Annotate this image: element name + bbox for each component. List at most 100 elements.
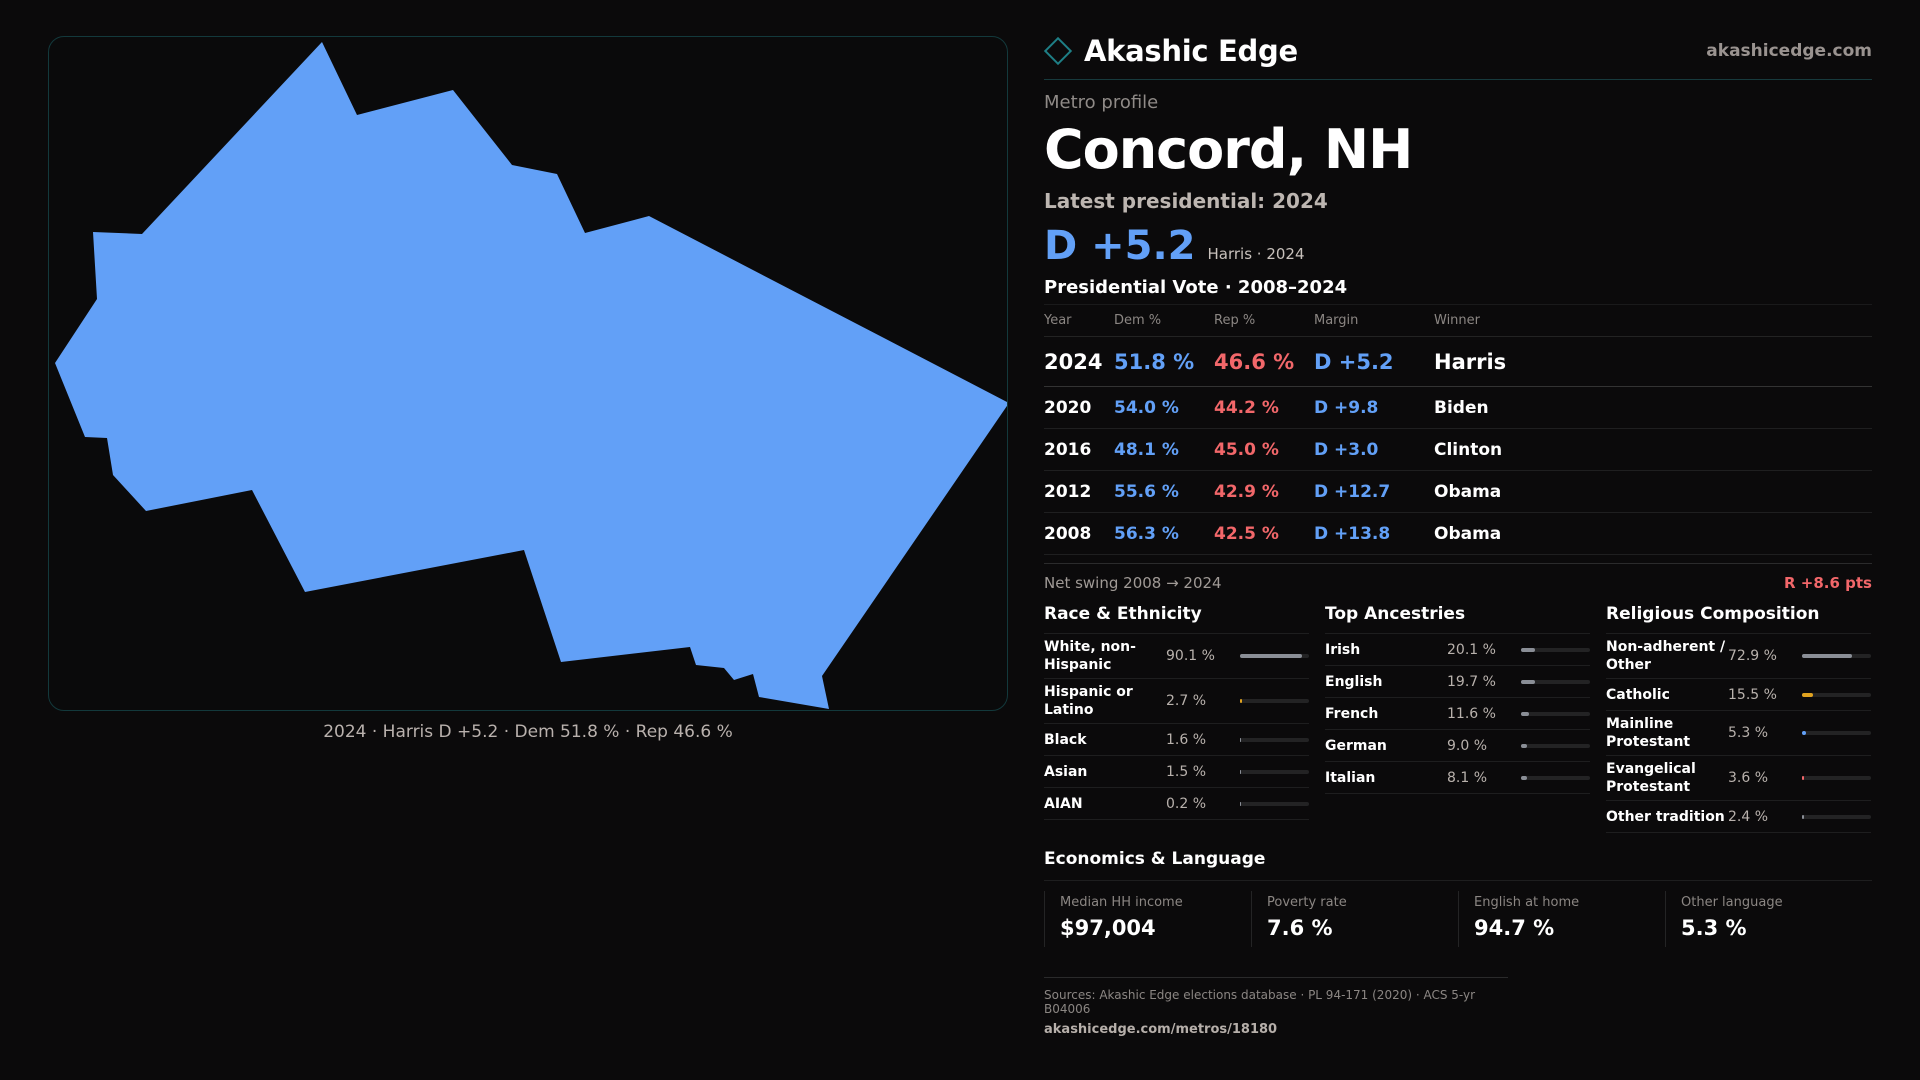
- row-margin: D +5.2: [1314, 336, 1434, 387]
- row-winner: Obama: [1434, 512, 1872, 555]
- header-margin: Margin: [1314, 304, 1434, 337]
- row-dem: 56.3 %: [1114, 512, 1214, 555]
- sources-footer: Sources: Akashic Edge elections database…: [1044, 977, 1508, 1037]
- row-year: 2024: [1044, 336, 1114, 387]
- share-bar: [1802, 692, 1871, 697]
- econ-english-at-home: English at home 94.7 %: [1458, 891, 1665, 947]
- item-value: 72.9 %: [1728, 648, 1777, 664]
- row-year: 2012: [1044, 470, 1114, 513]
- share-bar: [1240, 654, 1309, 658]
- race-ethnicity-title: Race & Ethnicity: [1044, 604, 1309, 634]
- share-bar-fill: [1802, 692, 1813, 697]
- sources-text: Sources: Akashic Edge elections database…: [1044, 988, 1476, 1016]
- list-item: French 11.6 %: [1325, 698, 1590, 730]
- item-label: Other tradition: [1606, 808, 1725, 825]
- econ-label: Poverty rate: [1267, 895, 1347, 910]
- row-margin: D +9.8: [1314, 386, 1434, 429]
- share-bar-fill: [1802, 731, 1806, 735]
- list-item: Evangelical Protestant 3.6 %: [1606, 756, 1871, 801]
- share-bar-fill: [1521, 711, 1529, 716]
- item-label: Black: [1044, 731, 1087, 748]
- row-winner: Biden: [1434, 386, 1872, 429]
- item-value: 2.4 %: [1728, 808, 1769, 825]
- econ-value: 7.6 %: [1267, 916, 1333, 940]
- row-rep: 44.2 %: [1214, 386, 1314, 429]
- row-margin: D +12.7: [1314, 470, 1434, 513]
- list-item: Black 1.6 %: [1044, 724, 1309, 756]
- share-bar: [1240, 737, 1309, 742]
- share-bar-fill: [1802, 776, 1805, 780]
- table-row: 2020 54.0 % 44.2 % D +9.8 Biden: [1044, 386, 1872, 429]
- share-bar-fill: [1240, 737, 1242, 742]
- vote-table-header: Year Dem % Rep % Margin Winner: [1044, 304, 1872, 337]
- list-item: Mainline Protestant 5.3 %: [1606, 711, 1871, 756]
- table-row: 2012 55.6 % 42.9 % D +12.7 Obama: [1044, 470, 1872, 513]
- page-title: Concord, NH: [1044, 118, 1413, 181]
- share-bar: [1802, 814, 1871, 819]
- row-winner: Clinton: [1434, 428, 1872, 471]
- latest-margin-subtitle: Harris · 2024: [1207, 245, 1305, 263]
- item-label: Evangelical Protestant: [1606, 761, 1696, 795]
- map-caption: 2024 · Harris D +5.2 · Dem 51.8 % · Rep …: [323, 722, 733, 742]
- row-year: 2020: [1044, 386, 1114, 429]
- row-rep: 46.6 %: [1214, 336, 1314, 387]
- list-item: Irish 20.1 %: [1325, 634, 1590, 666]
- row-year: 2008: [1044, 512, 1114, 555]
- econ-label: Median HH income: [1060, 895, 1183, 910]
- item-label: Non-adherent / Other: [1606, 639, 1726, 673]
- metro-map-panel: [48, 36, 1008, 711]
- item-label: Catholic: [1606, 686, 1670, 703]
- econ-value: 5.3 %: [1681, 916, 1747, 940]
- race-ethnicity-section: Race & Ethnicity White, non-Hispanic 90.1…: [1044, 604, 1309, 833]
- metro-map: [55, 42, 1007, 709]
- item-value: 11.6 %: [1447, 705, 1496, 722]
- econ-other-language: Other language 5.3 %: [1665, 891, 1872, 947]
- economics-title: Economics & Language: [1044, 849, 1872, 881]
- econ-value: $97,004: [1060, 916, 1156, 940]
- metro-boundary-shape: [55, 42, 1007, 709]
- share-bar: [1240, 769, 1309, 774]
- item-label: White, non-Hispanic: [1044, 639, 1136, 673]
- econ-median-income: Median HH income $97,004: [1044, 891, 1251, 947]
- share-bar: [1240, 699, 1309, 703]
- list-item: German 9.0 %: [1325, 730, 1590, 762]
- row-winner: Obama: [1434, 470, 1872, 513]
- share-bar: [1802, 731, 1871, 735]
- item-label: English: [1325, 673, 1383, 690]
- item-value: 0.2 %: [1166, 795, 1207, 812]
- net-swing-value: R +8.6 pts: [1784, 574, 1872, 592]
- header-year: Year: [1044, 304, 1114, 337]
- latest-margin: D +5.2 Harris · 2024: [1044, 223, 1872, 269]
- item-value: 20.1 %: [1447, 641, 1496, 658]
- econ-poverty-rate: Poverty rate 7.6 %: [1251, 891, 1458, 947]
- item-label: Mainline Protestant: [1606, 716, 1691, 750]
- share-bar: [1521, 647, 1590, 652]
- net-swing-label: Net swing 2008 → 2024: [1044, 574, 1222, 592]
- share-bar: [1802, 776, 1871, 780]
- row-rep: 45.0 %: [1214, 428, 1314, 471]
- brand[interactable]: Akashic Edge: [1043, 34, 1298, 68]
- table-row: 2024 51.8 % 46.6 % D +5.2 Harris: [1044, 336, 1872, 387]
- item-label: German: [1325, 737, 1387, 754]
- share-bar-fill: [1521, 775, 1527, 780]
- latest-margin-value: D +5.2: [1044, 223, 1196, 269]
- item-value: 9.0 %: [1447, 737, 1488, 754]
- item-value: 1.6 %: [1166, 731, 1207, 748]
- vote-table-title: Presidential Vote · 2008–2024: [1044, 277, 1348, 298]
- list-item: Non-adherent / Other 72.9 %: [1606, 634, 1871, 679]
- list-item: Other tradition 2.4 %: [1606, 801, 1871, 833]
- vote-table: Year Dem % Rep % Margin Winner 2024 51.8…: [1044, 304, 1872, 555]
- metro-profile-panel: Akashic Edge akashicedge.com Metro profi…: [1043, 30, 1872, 1037]
- latest-presidential-label: Latest presidential: 2024: [1044, 189, 1328, 213]
- metro-link[interactable]: akashicedge.com/metros/18180: [1044, 1022, 1278, 1037]
- share-bar: [1240, 801, 1309, 806]
- row-margin: D +3.0: [1314, 428, 1434, 471]
- list-item: Catholic 15.5 %: [1606, 679, 1871, 711]
- share-bar: [1521, 679, 1590, 684]
- row-dem: 54.0 %: [1114, 386, 1214, 429]
- site-link[interactable]: akashicedge.com: [1706, 40, 1872, 61]
- item-value: 19.7 %: [1447, 673, 1496, 690]
- share-bar: [1521, 775, 1590, 780]
- item-value: 3.6 %: [1728, 770, 1769, 786]
- row-dem: 48.1 %: [1114, 428, 1214, 471]
